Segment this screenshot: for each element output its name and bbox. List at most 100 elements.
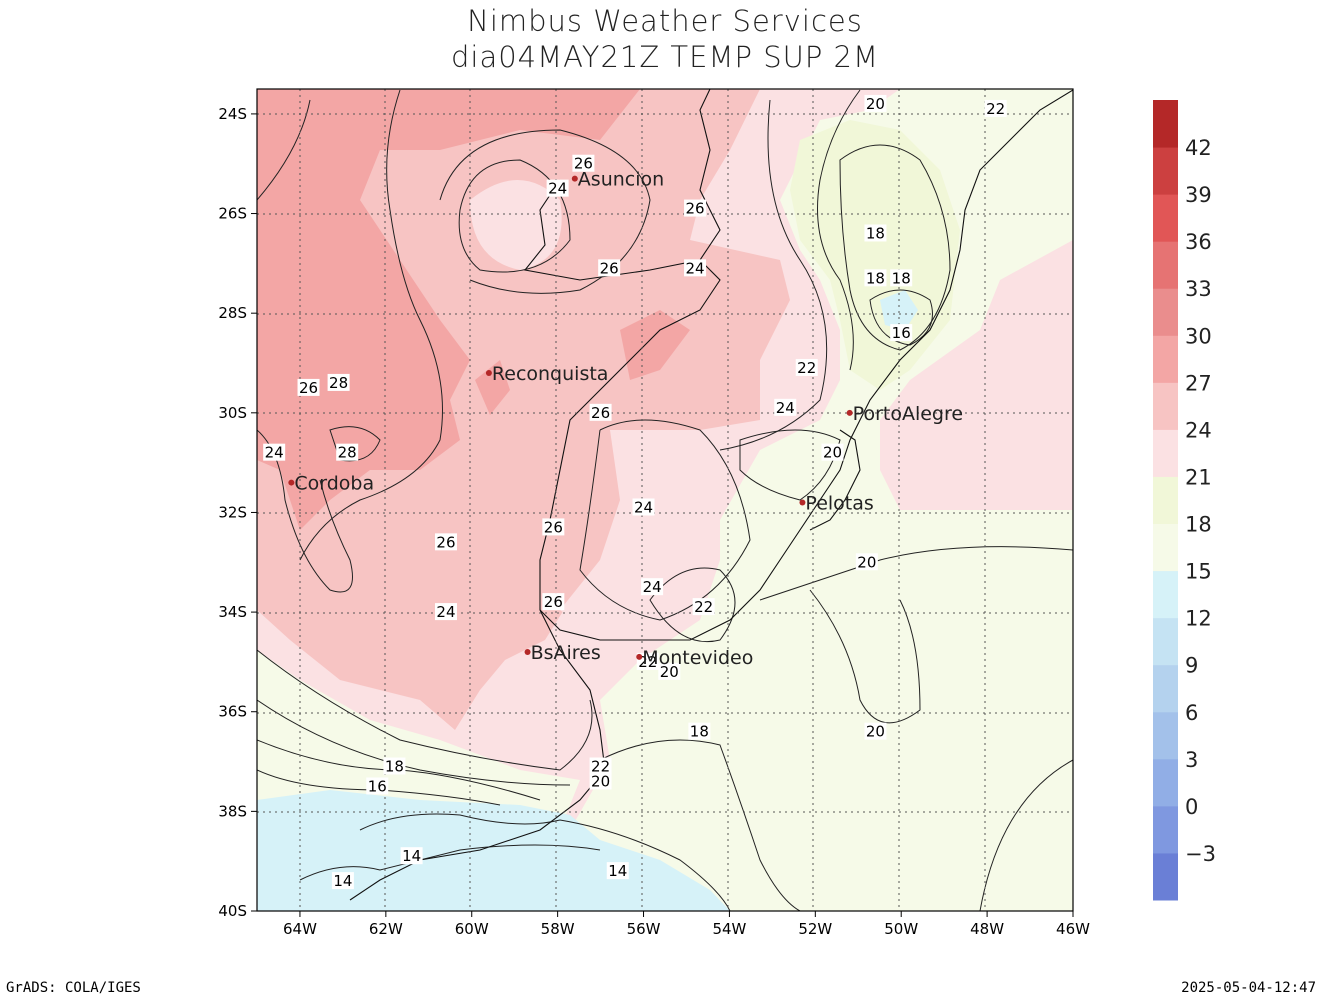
field-band-15-18-coast — [790, 120, 960, 390]
lat-tick-label: 30S — [218, 404, 247, 422]
contour-22-uruguay — [649, 567, 736, 643]
city-label: Asuncion — [578, 169, 664, 191]
city-marker — [485, 369, 492, 376]
contour-label: 22 — [591, 758, 610, 776]
contour-label-bg — [795, 358, 818, 376]
legend-label: 15 — [1185, 560, 1212, 584]
footer-timestamp: 2025-05-04-12:47 — [1181, 980, 1316, 996]
city-label: PortoAlegre — [853, 403, 963, 425]
contour-label: 18 — [690, 723, 709, 741]
contour-label: 22 — [986, 100, 1005, 118]
contour-label: 14 — [402, 847, 421, 865]
contour-label-bg — [331, 872, 354, 890]
contour-28-cordoba — [329, 426, 381, 462]
legend-swatch — [1153, 429, 1178, 477]
legend-label: 36 — [1185, 230, 1212, 254]
contour-label-bg — [598, 259, 621, 277]
lon-tick-label: 54W — [712, 920, 746, 938]
lon-tick-label: 50W — [884, 920, 918, 938]
contour-label: 18 — [866, 269, 885, 287]
contour-18-southeast — [979, 759, 1073, 911]
map-title: Nimbus Weather Services — [467, 4, 863, 38]
legend-label: 0 — [1185, 795, 1198, 819]
contour-label: 18 — [385, 758, 404, 776]
legend-swatch — [1153, 570, 1178, 619]
contour-22-east — [719, 99, 828, 451]
contour-label-bg — [632, 498, 655, 516]
contour-label-bg — [864, 269, 887, 287]
map-frame — [256, 88, 1074, 912]
lat-tick-label: 34S — [218, 603, 247, 621]
contour-14-southwest — [299, 844, 601, 881]
contour-label-bg — [684, 199, 707, 217]
contour-label-bg — [864, 224, 887, 242]
legend-label: 18 — [1185, 513, 1212, 537]
contour-24-paraguay — [458, 159, 571, 273]
legend-swatch — [1153, 241, 1178, 289]
contour-label: 20 — [866, 95, 885, 113]
contour-label: 24 — [548, 180, 567, 198]
city-marker — [846, 409, 853, 416]
field-band-12-15-east — [880, 290, 918, 330]
lon-tick-label: 56W — [627, 920, 661, 938]
map-subtitle: dia04MAY21Z TEMP SUP 2M — [450, 40, 880, 74]
contour-label: 20 — [823, 444, 842, 462]
city-label: Cordoba — [294, 473, 374, 495]
legend-swatch — [1153, 288, 1178, 336]
contour-24-cordoba — [257, 429, 353, 593]
contour-label-bg — [636, 652, 659, 670]
city-marker — [636, 653, 643, 660]
contour-label-bg — [383, 757, 406, 775]
contour-label-bg — [641, 578, 664, 596]
contour-label-bg — [864, 722, 887, 740]
legend-label: 33 — [1185, 277, 1212, 301]
legend-label: 42 — [1185, 136, 1212, 160]
contour-label: 18 — [892, 269, 911, 287]
legend-swatch — [1153, 476, 1178, 525]
contour-label-bg — [546, 179, 569, 197]
contour-label: 16 — [892, 324, 911, 342]
legend-swatch — [1153, 100, 1178, 148]
lat-tick-label: 32S — [218, 503, 247, 521]
contour-26-west — [257, 99, 311, 201]
legend-label: −3 — [1185, 842, 1216, 866]
contour-label: 24 — [436, 603, 455, 621]
field-band-21-24-paraguay — [470, 180, 562, 270]
lat-tick-label: 38S — [218, 802, 247, 820]
legend-label: 24 — [1185, 418, 1212, 442]
legend-swatch — [1153, 194, 1178, 242]
legend-swatch — [1153, 711, 1178, 760]
lat-tick-label: 36S — [218, 703, 247, 721]
contour-label: 20 — [857, 553, 876, 571]
temperature-field — [257, 89, 1073, 911]
contour-label-bg — [297, 378, 320, 396]
contour-label: 26 — [686, 200, 705, 218]
contour-label: 28 — [329, 374, 348, 392]
legend-label: 3 — [1185, 748, 1198, 772]
legend-label: 21 — [1185, 465, 1212, 489]
contour-label-bg — [890, 324, 913, 342]
legend-swatch — [1153, 805, 1178, 854]
contour-18-south — [599, 739, 801, 911]
legend-swatch — [1153, 523, 1178, 572]
contour-label-bg — [855, 553, 878, 571]
lon-tick-label: 64W — [283, 920, 317, 938]
contour-label-bg — [589, 772, 612, 790]
city-marker — [571, 175, 578, 182]
field-band-27-30-reconquista — [475, 360, 510, 415]
contour-label: 28 — [338, 444, 357, 462]
map-axes: 24S 26S 28S 30S 32S 34S 36S 38S 40S 64W 62W 60W 58W 5… — [218, 105, 1090, 938]
contour-label: 26 — [574, 155, 593, 173]
contour-label-bg — [606, 862, 629, 880]
contour-24-uruguay — [579, 419, 751, 621]
contour-label-bg — [434, 533, 457, 551]
contour-label: 18 — [866, 224, 885, 242]
contour-label: 24 — [265, 444, 284, 462]
city-label: BsAires — [531, 642, 601, 664]
contour-label-bg — [864, 94, 887, 112]
contour-label: 26 — [436, 533, 455, 551]
legend-swatch — [1153, 617, 1178, 666]
border-paraguay — [523, 89, 721, 281]
contour-label-bg — [774, 398, 797, 416]
contour-label-bg — [542, 518, 565, 536]
